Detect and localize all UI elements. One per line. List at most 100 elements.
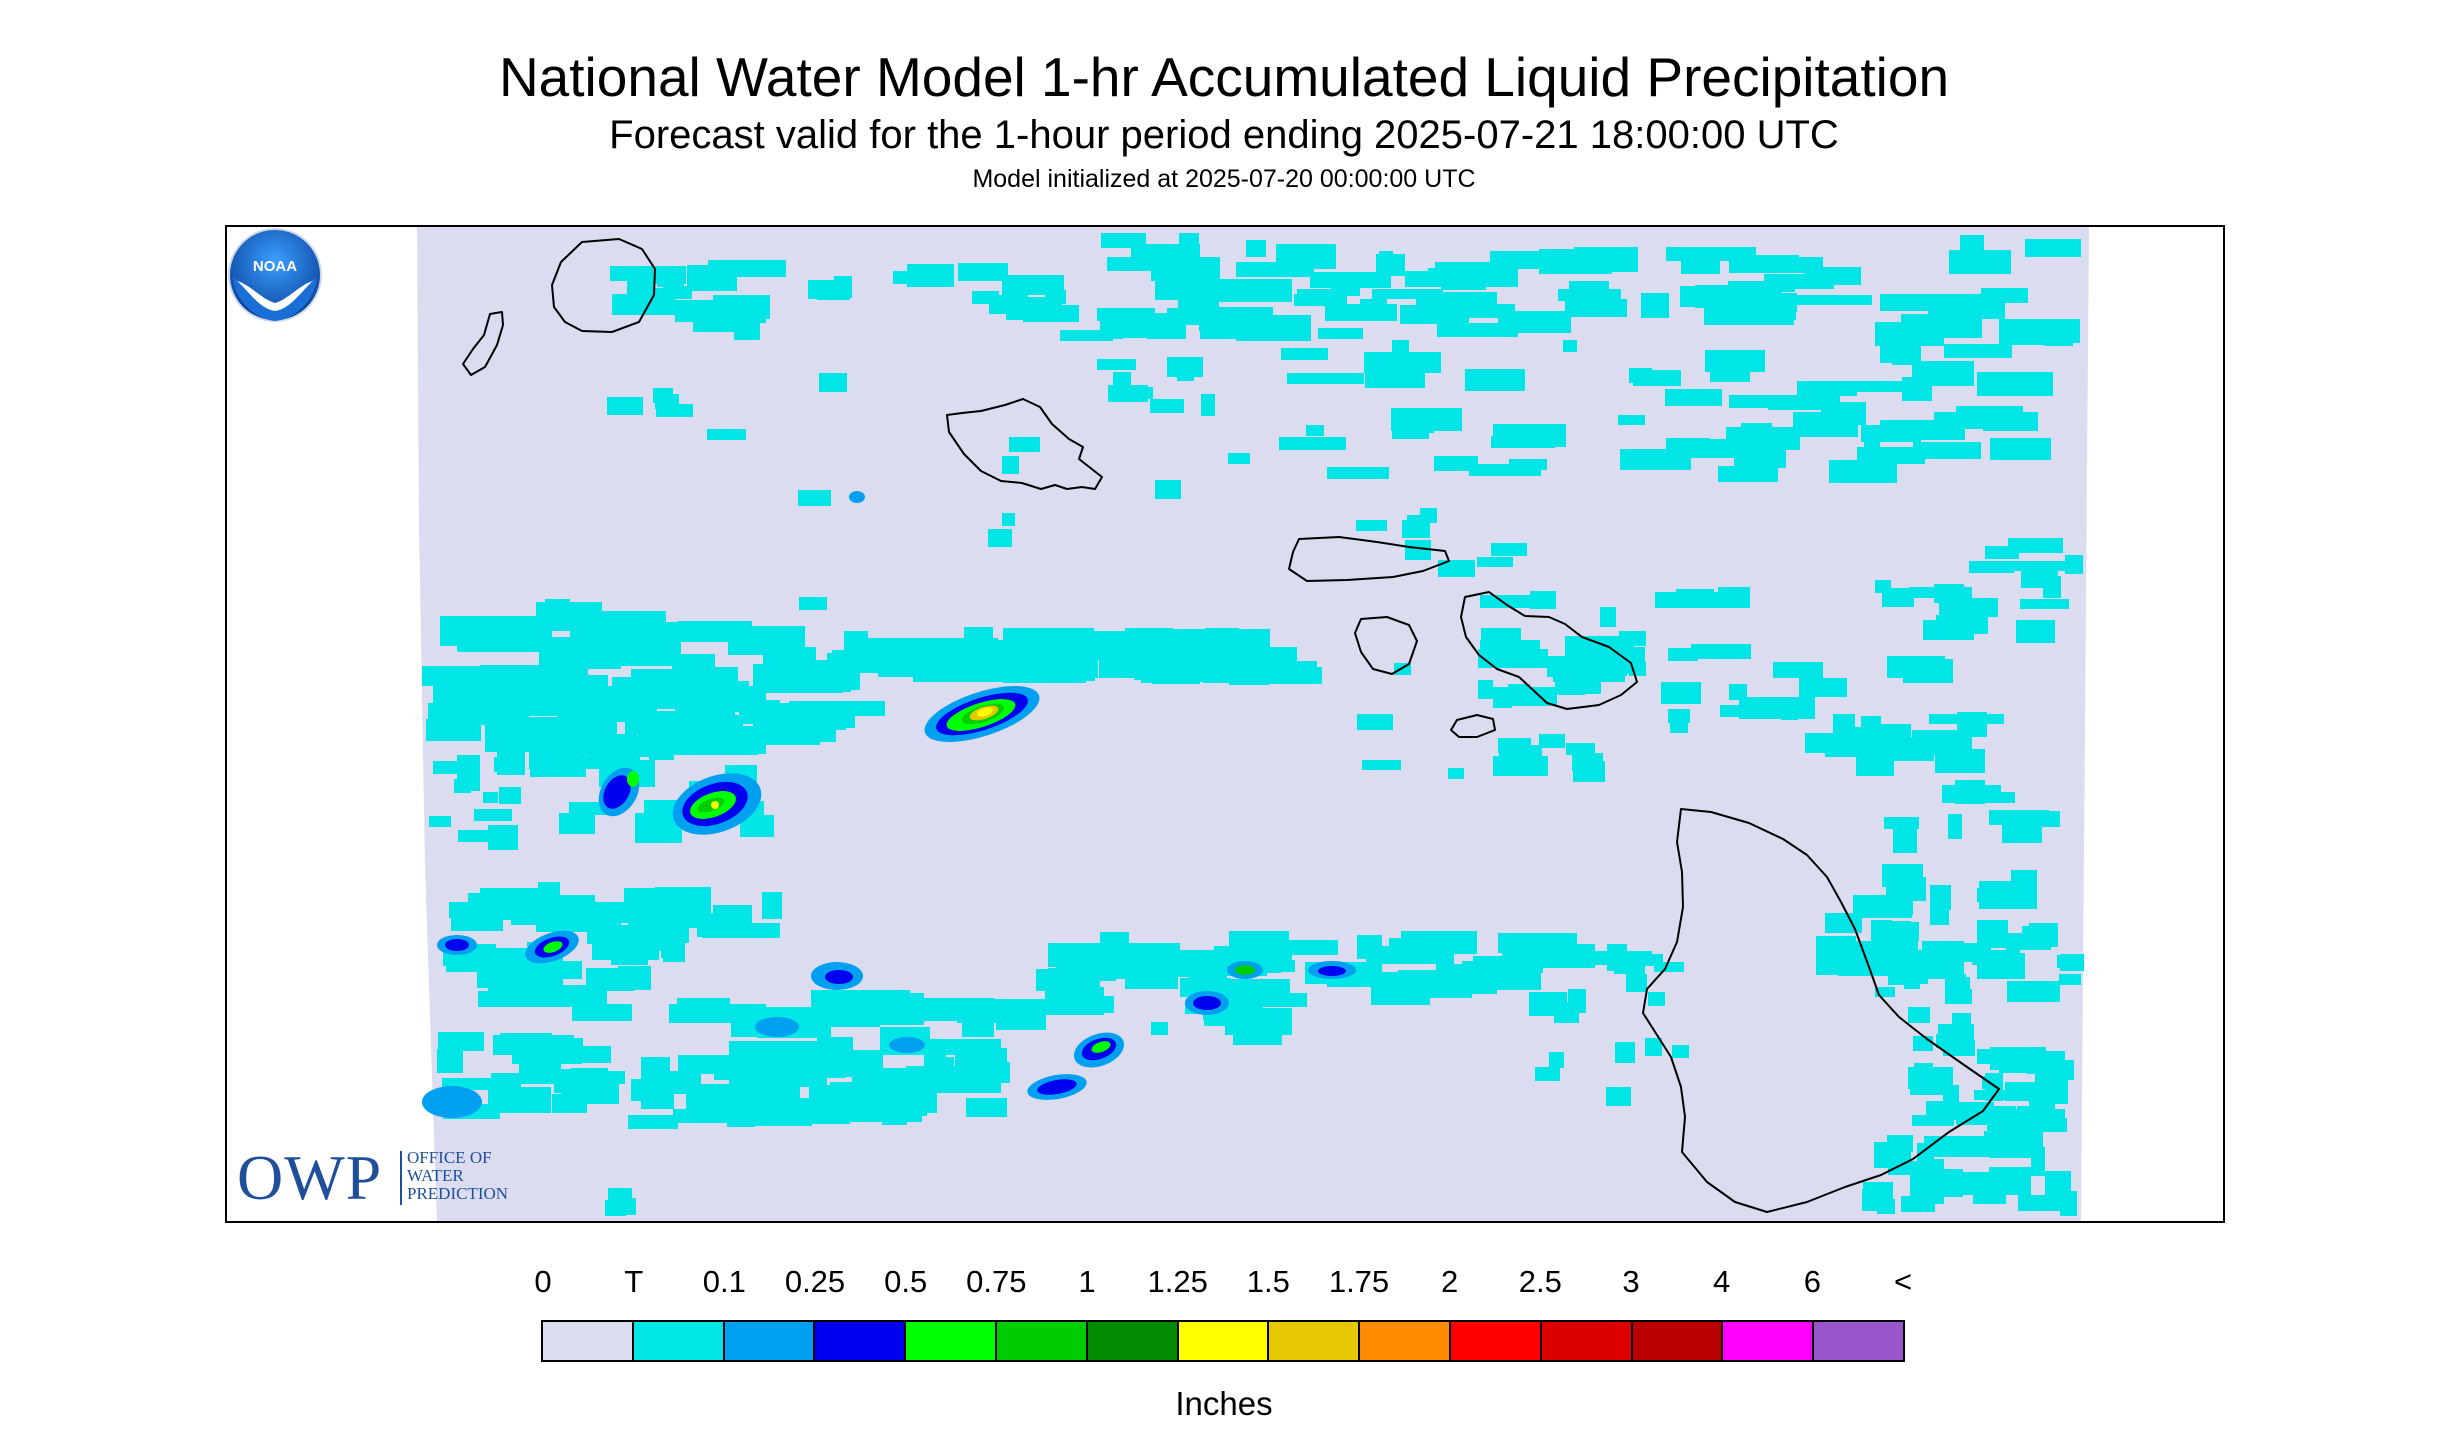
- precip-cell: [2060, 1191, 2077, 1216]
- precip-cell: [2029, 923, 2058, 947]
- legend-label: 0.25: [784, 1264, 846, 1299]
- precip-cell: [1797, 381, 1857, 396]
- legend-swatch: [996, 1322, 1088, 1360]
- legend-swatch: [1814, 1322, 1903, 1360]
- precip-core: [603, 775, 631, 809]
- precip-cell: [1201, 394, 1215, 416]
- legend-labels: 0 T 0.1 0.25 0.5 0.75 1 1.25 1.5 1.75 2 2.5 3 4 6 <: [0, 1262, 2448, 1302]
- precip-cell: [1606, 1087, 1631, 1106]
- precip-colorbar: [541, 1320, 1905, 1362]
- precip-cell: [1887, 656, 1945, 678]
- precip-cell: [1729, 684, 1747, 700]
- precip-cell: [520, 961, 582, 979]
- legend-label: 1.25: [1147, 1264, 1208, 1299]
- precip-cell: [1535, 1067, 1560, 1081]
- precip-cell: [901, 998, 994, 1021]
- precip-cell: [1816, 936, 1856, 975]
- legend-swatch: [633, 1322, 725, 1360]
- precip-cell: [1989, 810, 2049, 825]
- precip-cell: [1985, 546, 2019, 559]
- precip-cell: [1729, 395, 1809, 408]
- precip-cell: [1405, 540, 1431, 560]
- precip-cell: [653, 388, 673, 403]
- legend-swatch: [1269, 1322, 1361, 1360]
- precip-cell: [1505, 687, 1531, 704]
- legend-label: 4: [1713, 1264, 1731, 1299]
- precip-cell: [1645, 954, 1663, 966]
- legend-label: <: [1893, 1264, 1913, 1299]
- coast-lanai: [1354, 616, 1418, 675]
- legend-label: 3: [1622, 1264, 1640, 1299]
- precip-cell: [2044, 331, 2073, 346]
- precip-cell: [1705, 350, 1765, 372]
- precip-cell: [578, 903, 601, 915]
- legend-label: 1: [1078, 1264, 1096, 1299]
- precip-cell: [1003, 670, 1039, 683]
- precip-cell: [1969, 561, 2014, 573]
- precip-cell: [429, 816, 451, 827]
- precip-core: [889, 1037, 925, 1053]
- precip-cell: [1909, 587, 1972, 598]
- precip-cell: [1941, 947, 1956, 968]
- precip-cell: [1569, 281, 1609, 298]
- owp-logo[interactable]: OWP OFFICE OF WATER PREDICTION: [237, 1146, 537, 1210]
- precip-cell: [1901, 950, 1923, 962]
- precip-cell: [628, 913, 717, 928]
- precip-cell: [1116, 314, 1135, 332]
- precip-cell: [530, 764, 586, 777]
- precip-cell: [567, 1046, 611, 1063]
- precip-cell: [1448, 768, 1464, 779]
- precip-cell: [1977, 372, 2053, 396]
- coast-maui: [1460, 591, 1638, 710]
- owp-water-line: WATER: [407, 1166, 464, 1185]
- precip-cell: [1717, 291, 1774, 313]
- precip-cell: [1912, 730, 1972, 755]
- legend-units: Inches: [1175, 1385, 1273, 1422]
- precip-cell: [1875, 987, 1895, 997]
- precip-cell: [1880, 338, 1921, 363]
- precip-cell: [958, 263, 1008, 281]
- precip-cell: [1009, 437, 1040, 452]
- precip-core: [1037, 1079, 1077, 1095]
- precip-cell: [1654, 962, 1684, 972]
- precip-cell: [1613, 951, 1652, 962]
- precip-core: [1193, 996, 1221, 1010]
- precip-cell: [2031, 1147, 2045, 1176]
- precip-cell: [988, 529, 1012, 547]
- precip-cell: [1389, 938, 1446, 957]
- precip-cell: [1917, 1143, 1934, 1167]
- precip-cell: [1665, 389, 1722, 406]
- legend-label: 0.1: [702, 1264, 746, 1299]
- precip-cell: [1619, 631, 1646, 646]
- precip-cell: [858, 1068, 878, 1081]
- precip-cell: [1741, 423, 1772, 437]
- precip-cell: [673, 1109, 733, 1123]
- precip-cell: [1921, 1180, 1944, 1204]
- precip-cell: [1645, 1038, 1662, 1056]
- precip-cell: [1372, 289, 1443, 299]
- precip-cell: [1498, 738, 1531, 753]
- legend-label: 0: [534, 1264, 552, 1299]
- precip-cell: [834, 276, 852, 298]
- precip-cell: [1672, 1045, 1689, 1058]
- precip-cell: [1668, 648, 1698, 661]
- precip-cell: [1244, 667, 1322, 684]
- precip-cell: [1491, 436, 1555, 448]
- precip-cell: [1481, 628, 1521, 641]
- precip-cell: [490, 717, 559, 736]
- noaa-logo[interactable]: NOAA: [227, 227, 323, 323]
- precip-cell: [762, 892, 782, 919]
- map-panel[interactable]: OWP OFFICE OF WATER PREDICTION NOAA: [225, 225, 2225, 1223]
- precip-cell: [886, 1078, 922, 1090]
- precip-cell: [628, 1115, 678, 1129]
- precip-cell: [811, 990, 910, 1017]
- precip-cell: [1228, 453, 1250, 464]
- precip-cell: [1566, 743, 1595, 755]
- noaa-logo-text: NOAA: [253, 258, 297, 275]
- coastlines: [462, 238, 2000, 1213]
- precip-cell: [1729, 255, 1799, 273]
- precip-cell: [1208, 279, 1292, 302]
- precip-cell: [2025, 239, 2081, 257]
- precip-cell: [588, 639, 681, 666]
- precip-cell: [1356, 520, 1387, 531]
